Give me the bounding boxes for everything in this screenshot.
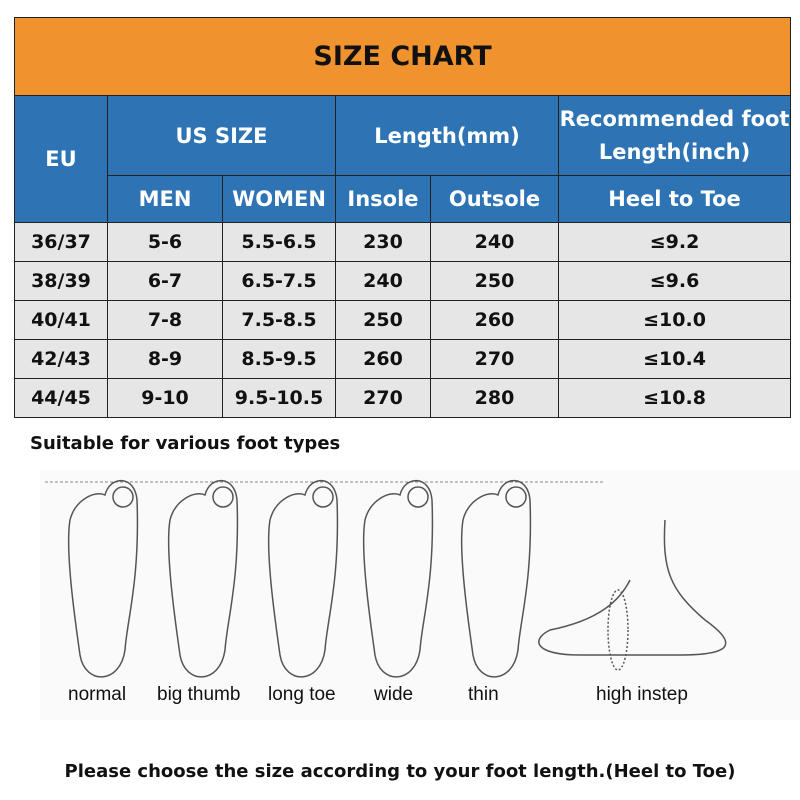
table-cell: ≤9.6 <box>557 261 792 301</box>
table-cell: 6-7 <box>107 261 223 301</box>
header-recommended: Recommended foot Length(inch) <box>557 95 792 176</box>
header-insole: Insole <box>335 175 431 223</box>
table-row: 42/43 8-9 8.5-9.5 260 270 ≤10.4 <box>14 339 792 379</box>
foot-types-illustration <box>40 470 800 720</box>
table-cell: 6.5-7.5 <box>222 261 336 301</box>
big-toe-icon <box>505 486 527 508</box>
table-cell: ≤9.2 <box>557 222 792 262</box>
table-cell: 240 <box>430 222 559 262</box>
table-cell: 42/43 <box>14 339 108 379</box>
table-cell: 260 <box>335 339 431 379</box>
table-cell: 40/41 <box>14 300 108 340</box>
high-instep-foot-icon <box>538 519 727 671</box>
table-cell: 5.5-6.5 <box>222 222 336 262</box>
big-toe-icon <box>112 486 134 508</box>
table-cell: 5-6 <box>107 222 223 262</box>
table-row: 40/41 7-8 7.5-8.5 250 260 ≤10.0 <box>14 300 792 340</box>
table-cell: 8-9 <box>107 339 223 379</box>
normal-foot-icon <box>67 479 139 678</box>
big-toe-icon <box>312 486 334 508</box>
table-cell: ≤10.4 <box>557 339 792 379</box>
header-eu: EU <box>14 95 108 223</box>
header-men: MEN <box>107 175 223 223</box>
foot-type-label: high instep <box>596 684 688 705</box>
foot-types-heading: Suitable for various foot types <box>30 433 341 454</box>
table-cell: 230 <box>335 222 431 262</box>
table-row: 44/45 9-10 9.5-10.5 270 280 ≤10.8 <box>14 378 792 418</box>
thin-foot-icon <box>460 479 532 678</box>
table-cell: ≤10.0 <box>557 300 792 340</box>
foot-type-label: thin <box>468 684 499 705</box>
table-cell: 44/45 <box>14 378 108 418</box>
long-toe-foot-icon <box>267 479 339 678</box>
big-thumb-foot-icon <box>167 479 239 678</box>
table-cell: 250 <box>430 261 559 301</box>
table-row: 38/39 6-7 6.5-7.5 240 250 ≤9.6 <box>14 261 792 301</box>
header-us-size: US SIZE <box>107 95 336 176</box>
table-row: 36/37 5-6 5.5-6.5 230 240 ≤9.2 <box>14 222 792 262</box>
table-cell: 270 <box>335 378 431 418</box>
table-cell: 9-10 <box>107 378 223 418</box>
table-cell: 240 <box>335 261 431 301</box>
header-outsole: Outsole <box>430 175 559 223</box>
foot-type-label: long toe <box>268 684 336 705</box>
big-toe-icon <box>212 486 234 508</box>
table-cell: 38/39 <box>14 261 108 301</box>
table-cell: 36/37 <box>14 222 108 262</box>
table-cell: 7-8 <box>107 300 223 340</box>
table-cell: 270 <box>430 339 559 379</box>
size-chart-table: SIZE CHART EU US SIZE Length(mm) Recomme… <box>13 17 792 418</box>
wide-foot-icon <box>362 479 434 678</box>
table-cell: 280 <box>430 378 559 418</box>
footer-note: Please choose the size according to your… <box>64 761 736 782</box>
table-cell: 8.5-9.5 <box>222 339 336 379</box>
foot-type-label: big thumb <box>157 684 241 705</box>
foot-type-label: normal <box>68 684 127 705</box>
table-cell: 7.5-8.5 <box>222 300 336 340</box>
table-cell: 260 <box>430 300 559 340</box>
chart-title: SIZE CHART <box>13 17 792 96</box>
foot-type-label: wide <box>374 684 414 705</box>
header-women: WOMEN <box>222 175 336 223</box>
header-length: Length(mm) <box>335 95 559 176</box>
table-cell: 250 <box>335 300 431 340</box>
table-cell: ≤10.8 <box>557 378 792 418</box>
big-toe-icon <box>407 486 429 508</box>
table-cell: 9.5-10.5 <box>222 378 336 418</box>
header-heel-to-toe: Heel to Toe <box>557 175 792 223</box>
